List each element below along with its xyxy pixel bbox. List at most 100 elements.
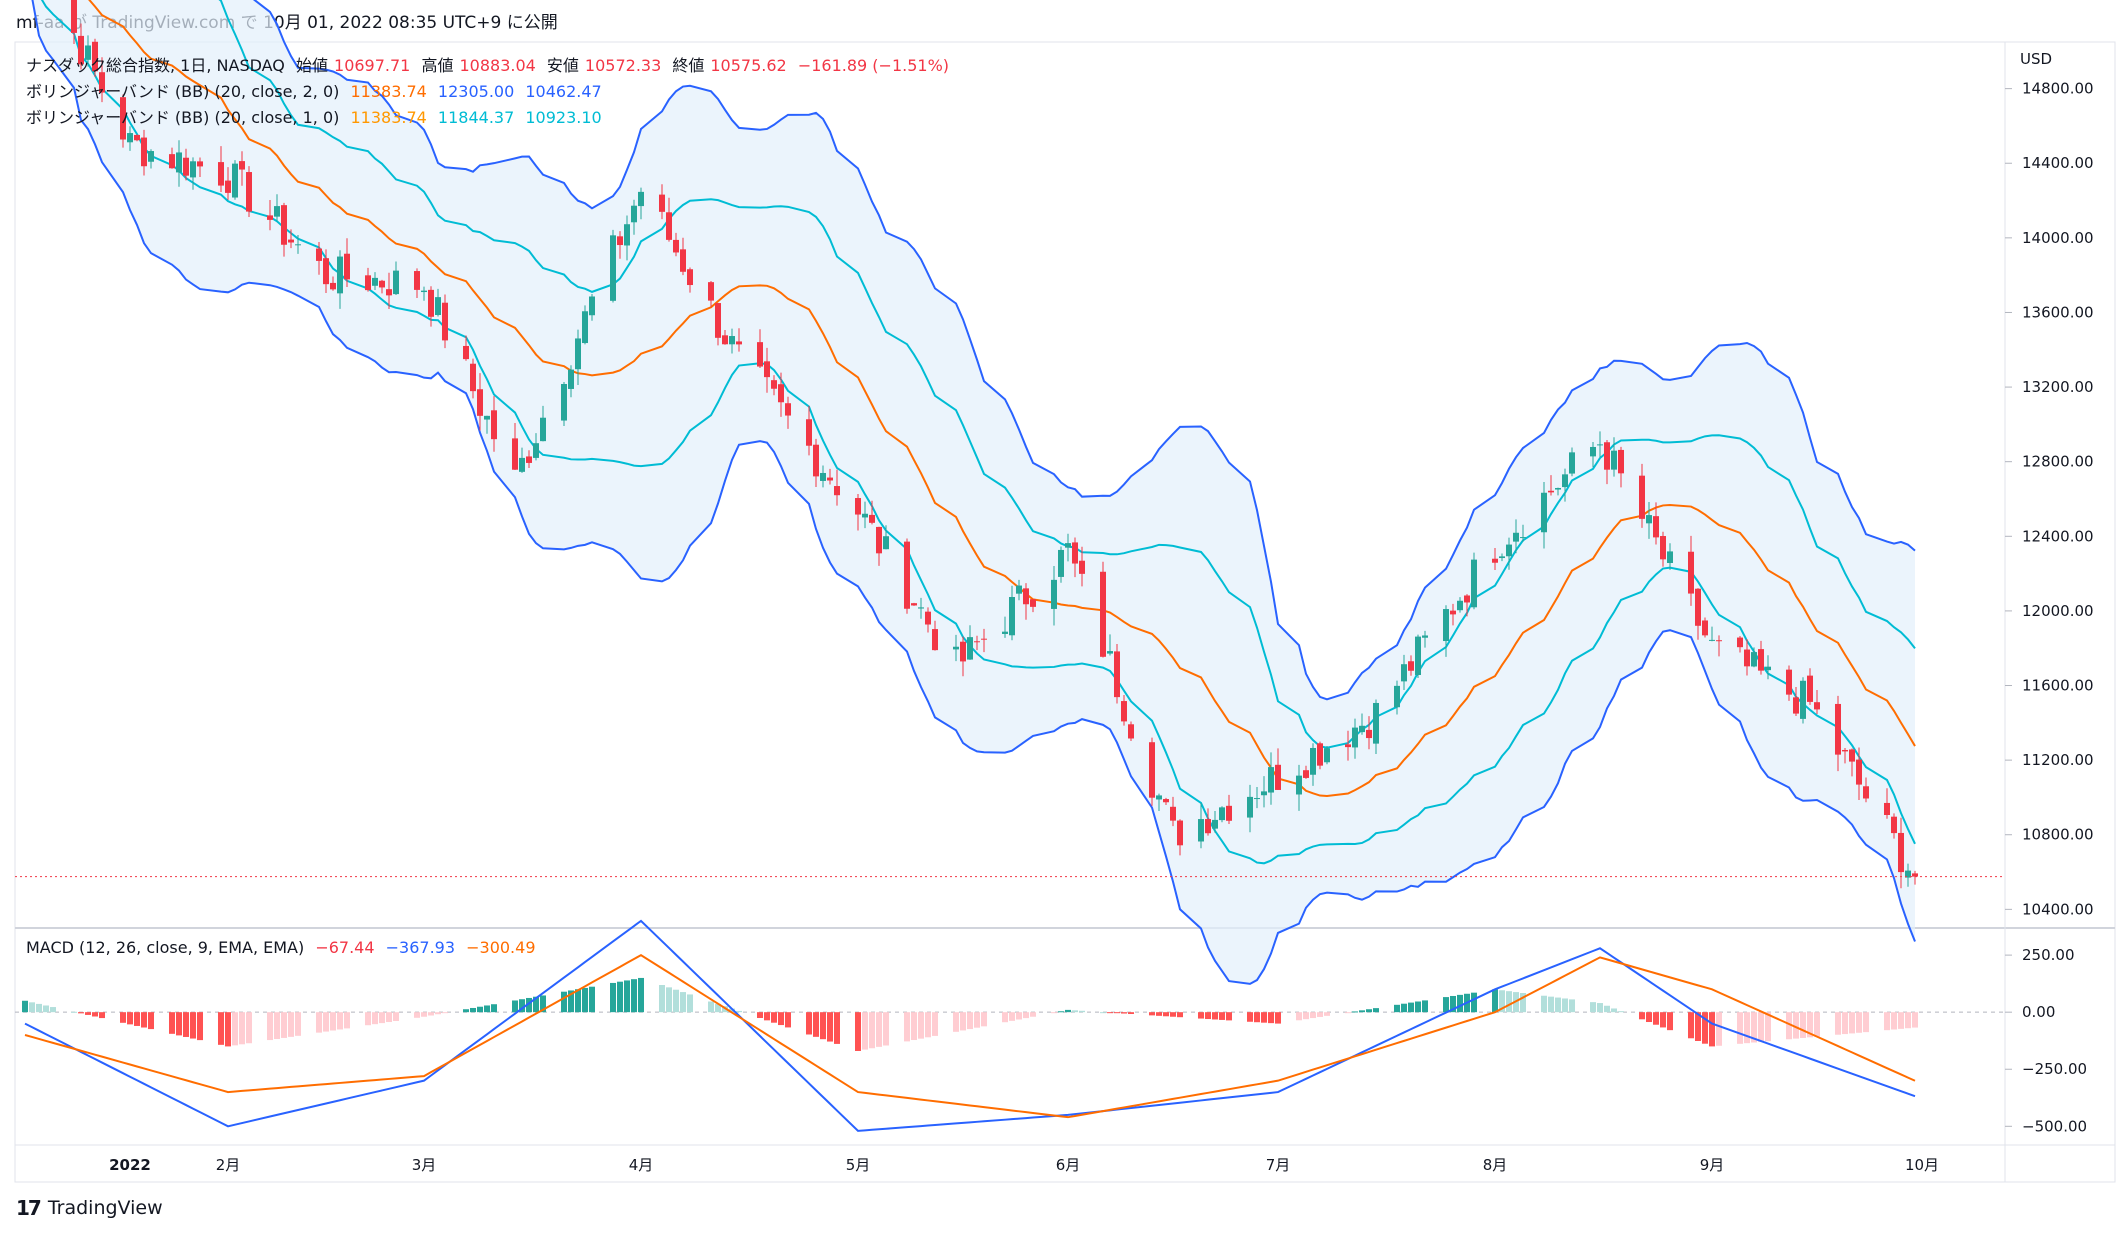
macd-histogram-bar [1898,1012,1904,1029]
candle-body [295,244,301,246]
macd-histogram-bar [71,1011,77,1013]
macd-histogram-bar [1653,1012,1659,1025]
candle-body [1212,819,1218,829]
macd-histogram-bar [1156,1012,1162,1016]
bb1-title[interactable]: ボリンジャーバンド (BB) (20, close, 1, 0) [26,108,340,127]
macd-histogram-bar [778,1012,784,1026]
macd-histogram-bar [827,1012,833,1042]
currency-label: USD [2020,50,2053,68]
candle-body [533,443,539,458]
macd-histogram-bar [1226,1012,1232,1021]
candle-body [736,341,742,345]
candle-body [680,249,686,272]
candle-body [120,97,126,140]
bb2-basis: 11383.74 [350,82,427,101]
price-tick-label: 13600.00 [2022,303,2094,321]
macd-histogram-bar [1702,1012,1708,1044]
macd-line [24,919,1916,1132]
candle-body [1912,873,1918,877]
macd-histogram-bar [1800,1012,1806,1038]
candle-body [1324,748,1330,763]
bb2-title[interactable]: ボリンジャーバンド (BB) (20, close, 2, 0) [26,82,340,101]
candle-body [855,498,861,515]
time-axis-label: 7月 [1266,1156,1291,1174]
symbol-title[interactable]: ナスダック総合指数, 1日, NASDAQ [26,56,285,75]
macd-histogram-bar [127,1012,133,1025]
macd-legend: MACD (12, 26, close, 9, EMA, EMA) −67.44… [26,938,542,957]
macd-histogram-bar [1415,1001,1421,1013]
candle-body [869,514,875,523]
candle-body [953,646,959,650]
candle-body [1590,446,1596,457]
macd-histogram-bar [806,1012,812,1035]
macd-histogram-bar [1555,997,1561,1013]
candle-body [1800,680,1806,719]
macd-histogram-bar [1345,1012,1351,1014]
candle-body [764,361,770,378]
time-axis-label: 2月 [216,1156,241,1174]
candle-body [526,456,532,463]
time-axis-label: 8月 [1483,1156,1508,1174]
candle-body [365,275,371,291]
macd-histogram-bar [526,997,532,1013]
macd-histogram-bar [1457,994,1463,1013]
candle-body [1100,571,1106,657]
macd-histogram-bar [967,1012,973,1030]
candle-body [1247,796,1253,818]
macd-histogram-bar [22,1000,28,1013]
candle-body [1492,558,1498,563]
candle-body [1114,651,1120,698]
candle-body [1660,536,1666,560]
macd-histogram-bar [1254,1012,1260,1023]
macd-histogram-bar [330,1012,336,1031]
candle-body [379,280,385,288]
macd-histogram-bar [1492,989,1498,1013]
candle-body [267,215,273,220]
macd-histogram-bar [1023,1012,1029,1019]
macd-histogram-bar [1324,1012,1330,1016]
candle-body [197,161,203,167]
open-value: 10697.71 [334,56,411,75]
macd-histogram-bar [1562,998,1568,1013]
candle-body [1317,743,1323,766]
macd-histogram-bar [533,996,539,1013]
candle-body [1646,515,1652,524]
macd-histogram-bar [1051,1012,1057,1014]
candle-body [673,239,679,253]
macd-histogram-bar [1198,1012,1204,1019]
macd-histogram-bar [435,1012,441,1015]
footer-brand[interactable]: 17 TradingView [16,1196,163,1220]
macd-histogram-bar [883,1012,889,1046]
macd-histogram-bar [1751,1012,1757,1043]
macd-histogram-bar [1842,1012,1848,1035]
candle-body [624,224,630,246]
macd-histogram-bar [1499,990,1505,1013]
macd-histogram-bar [477,1006,483,1013]
candle-body [1604,442,1610,470]
macd-histogram-bar [267,1012,273,1041]
candle-body [85,45,91,60]
candle-body [421,290,427,293]
bollinger-fill-layer [32,0,1915,984]
candle-body [232,163,238,198]
candle-body [883,536,889,550]
macd-histogram-bar [1912,1012,1918,1028]
macd-histogram-bar [78,1012,84,1014]
bb1-basis: 11383.74 [350,108,427,127]
macd-histogram-bar [575,989,581,1013]
macd-histogram-bar [1765,1012,1771,1042]
candle-body [974,641,980,643]
candle-body [1807,675,1813,702]
macd-histogram-bar [99,1012,105,1019]
candle-body [1758,649,1764,671]
macd-histogram-bar [582,987,588,1013]
brand-name: TradingView [47,1197,163,1219]
price-tick-label: 11200.00 [2022,751,2094,769]
macd-title[interactable]: MACD (12, 26, close, 9, EMA, EMA) [26,938,305,957]
candle-body [1667,551,1673,564]
bb1-legend: ボリンジャーバンド (BB) (20, close, 1, 0) 11383.7… [26,104,608,128]
macd-histogram-bar [771,1012,777,1023]
macd-histogram-bar [757,1012,763,1018]
macd-histogram-bar [869,1012,875,1049]
